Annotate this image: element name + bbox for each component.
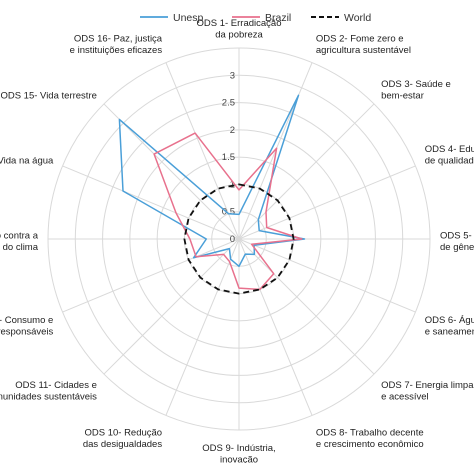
category-label: ODS 10- Redução das desigualdades	[83, 428, 162, 451]
legend-label-brazil[interactable]: Brazil	[265, 12, 291, 24]
grid-spoke	[62, 165, 240, 240]
category-label: ODS 13- Ação contra amudança global do c…	[0, 231, 39, 254]
category-label-line: agricultura sustentável	[316, 45, 411, 56]
category-label: ODS 9- Indústria,inovaçãoe infraestrutur…	[202, 443, 275, 463]
grid-spoke	[165, 238, 240, 416]
grid-spoke	[238, 103, 375, 240]
category-label-line: ODS 5- Igualdade	[440, 231, 474, 242]
category-label-line: ODS 4- Educação	[425, 144, 474, 155]
category-label-line: ODS 2- Fome zero e	[316, 33, 404, 44]
legend[interactable]: Unesp Brazil World	[140, 12, 371, 24]
grid-spoke	[103, 238, 240, 375]
category-label: ODS 15- Vida terrestre	[0, 90, 96, 101]
category-label-line: e instituições eficazes	[70, 45, 163, 56]
tick-label: 2	[230, 125, 235, 136]
category-label-line: e acessível	[381, 392, 429, 403]
category-label-line: ODS 15- Vida terrestre	[0, 90, 96, 101]
category-labels: ODS 1- Erradicação da pobreza ODS 2- Fome …	[0, 18, 474, 463]
category-label-line: das desigualdades	[83, 439, 162, 450]
category-label-line: ODS 14- Vida na água	[0, 156, 54, 167]
category-label-line: comunidades sustentáveis	[0, 392, 97, 403]
category-label: ODS 1- Erradicação da pobreza	[196, 18, 281, 41]
category-label-line: mudança global do clima	[0, 242, 39, 253]
category-label: ODS 8- Trabalho decente e crescimento eco…	[316, 428, 424, 451]
grid-spoke	[238, 238, 313, 416]
category-label-line: bem-estar	[381, 90, 424, 101]
category-label: ODS 6- Água potávele saneamento	[425, 315, 474, 338]
category-label-line: ODS 3- Saúde e	[381, 79, 451, 90]
category-label-line: ODS 9- Indústria,	[202, 443, 275, 454]
category-label-line: de gênero	[440, 242, 474, 253]
category-label: ODS 12- Consumo eprodução responsáveis	[0, 315, 54, 338]
category-label-line: inovação	[220, 455, 258, 463]
category-label-line: ODS 13- Ação contra a	[0, 231, 39, 242]
category-label-line: ODS 12- Consumo e	[0, 315, 53, 326]
legend-label-unesp[interactable]: Unesp	[173, 12, 204, 24]
tick-label: 2.5	[222, 98, 235, 109]
category-label-line: produção responsáveis	[0, 326, 54, 337]
category-label: ODS 16- Paz, justiça e instituições efica…	[70, 33, 163, 56]
category-label: ODS 14- Vida na água	[0, 156, 54, 167]
radar-grid	[47, 47, 431, 431]
grid-spoke	[238, 165, 416, 240]
category-label-line: de qualidade	[425, 156, 474, 167]
grid-spoke	[238, 238, 375, 375]
grid-spoke	[165, 62, 240, 240]
category-label-line: ODS 8- Trabalho decente	[316, 428, 424, 439]
tick-label: 1.5	[222, 152, 235, 163]
category-label-line: ODS 10- Redução	[84, 428, 162, 439]
category-label-line: da pobreza	[215, 30, 263, 41]
legend-label-world[interactable]: World	[344, 12, 371, 24]
tick-label: 3	[230, 70, 235, 81]
category-label: ODS 2- Fome zero e agricultura sustentáve…	[316, 33, 411, 56]
radar-series	[118, 94, 306, 295]
category-label-line: ODS 16- Paz, justiça	[74, 33, 163, 44]
grid-spoke	[62, 238, 240, 313]
category-label-line: ODS 11- Cidades e	[15, 380, 97, 391]
category-label: ODS 7- Energia limpa e acessível	[381, 380, 474, 403]
category-label-line: e crescimento econômico	[316, 439, 424, 450]
category-label-line: ODS 6- Água potável	[425, 315, 474, 326]
radial-tick-labels: 00.511.522.53	[222, 70, 235, 245]
category-label: ODS 5- Igualdadede gênero	[440, 231, 474, 254]
category-label: ODS 4- Educaçãode qualidade	[425, 144, 474, 167]
category-label-line: ODS 7- Energia limpa	[381, 380, 474, 391]
category-label: ODS 11- Cidades ecomunidades sustentávei…	[0, 380, 97, 403]
tick-label: 0.5	[222, 207, 235, 218]
tick-label: 0	[230, 234, 235, 245]
category-label-line: ODS 1- Erradicação	[196, 18, 281, 29]
category-label-line: e saneamento	[425, 326, 474, 337]
grid-spoke	[238, 238, 416, 313]
category-label: ODS 3- Saúde e bem-estar	[381, 79, 451, 102]
